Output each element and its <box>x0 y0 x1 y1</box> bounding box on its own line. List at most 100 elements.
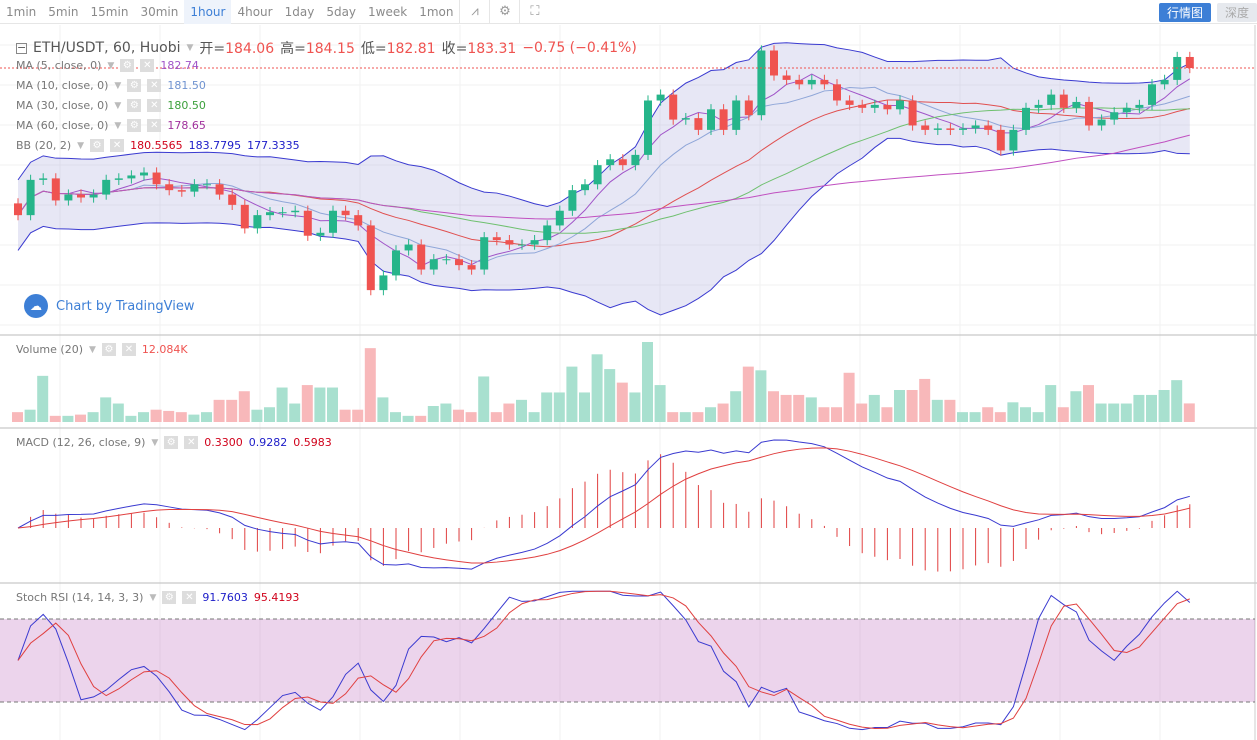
candle-body <box>807 79 816 85</box>
timeframe-15min[interactable]: 15min <box>90 4 129 19</box>
timeframe-5day[interactable]: 5day <box>326 4 357 19</box>
timeframe-1min[interactable]: 1min <box>6 4 37 19</box>
volume-bar <box>717 403 729 422</box>
watermark-text: Chart by TradingView <box>56 298 195 314</box>
indicator-legend-1-value: 181.50 <box>167 79 206 92</box>
timeframe-4hour[interactable]: 4hour <box>237 4 273 19</box>
dropdown-icon[interactable]: ▼ <box>107 60 115 71</box>
candle-body <box>14 203 22 216</box>
stochrsi-band <box>0 618 1255 702</box>
timeframe-1mon[interactable]: 1mon <box>419 4 454 19</box>
collapse-icon[interactable]: − <box>16 40 27 54</box>
tab-price-chart[interactable]: 行情图 <box>1158 3 1211 22</box>
volume-bar <box>201 412 212 422</box>
gear-icon[interactable]: ⚙ <box>127 119 142 132</box>
indicator-legend-2: MA (30, close, 0) ▼ ⚙ ✕ 180.50 <box>16 99 206 112</box>
candle-body <box>795 79 804 85</box>
volume-bar <box>705 407 716 422</box>
volume-bar <box>125 415 137 422</box>
close-icon[interactable]: ✕ <box>182 591 197 604</box>
indicator-legend-3-label[interactable]: MA (60, close, 0) <box>16 119 109 132</box>
volume-bar <box>377 397 389 422</box>
volume-bar <box>427 406 439 422</box>
fullscreen-icon[interactable]: ⛶ <box>519 0 549 24</box>
volume-bar <box>440 403 452 422</box>
close-icon[interactable]: ✕ <box>140 59 155 72</box>
candle-body <box>618 159 627 166</box>
close-icon[interactable]: ✕ <box>110 139 125 152</box>
dropdown-icon[interactable]: ▼ <box>114 80 122 91</box>
dropdown-icon[interactable]: ▼ <box>89 344 96 355</box>
candle-body <box>77 194 85 198</box>
tab-depth[interactable]: 深度 <box>1216 3 1257 22</box>
candle-body <box>505 240 514 245</box>
volume-bar <box>478 376 490 422</box>
candle-body <box>996 129 1005 151</box>
timeframe-1hour[interactable]: 1hour <box>184 0 232 24</box>
candle-body <box>896 100 904 110</box>
close-icon[interactable]: ✕ <box>147 119 162 132</box>
indicator-legend-4-value: 180.5565 <box>130 139 183 152</box>
chart-type-icon[interactable]: ⩘ <box>459 0 489 24</box>
gear-icon[interactable]: ⚙ <box>101 343 116 356</box>
timeframe-1week[interactable]: 1week <box>368 4 408 19</box>
candle-body <box>316 232 325 236</box>
volume-bar <box>755 370 767 422</box>
candle-body <box>165 184 174 191</box>
candle-body <box>644 100 652 155</box>
dropdown-icon[interactable]: ▼ <box>114 120 122 131</box>
gear-icon[interactable]: ⚙ <box>90 139 105 152</box>
candle-body <box>1085 101 1093 126</box>
candle-body <box>1110 112 1119 120</box>
indicator-legend-0-value: 182.74 <box>160 59 199 72</box>
candle-body <box>177 190 186 192</box>
candle-body <box>1160 79 1169 85</box>
settings-icon[interactable]: ⚙ <box>489 0 519 24</box>
volume-bar <box>906 390 918 422</box>
stochrsi-legend-label[interactable]: Stoch RSI (14, 14, 3, 3) <box>16 591 144 604</box>
toolbar: 1min 5min 15min 30min 1hour 4hour 1day 5day 1wee… <box>0 0 1257 24</box>
timeframe-30min[interactable]: 30min <box>140 4 179 19</box>
timeframe-1day[interactable]: 1day <box>284 4 315 19</box>
candle-body <box>102 179 111 195</box>
macd-legend-label[interactable]: MACD (12, 26, close, 9) <box>16 436 146 449</box>
candle-body <box>366 225 375 291</box>
close-icon[interactable]: ✕ <box>184 436 199 449</box>
indicator-legend-4-label[interactable]: BB (20, 2) <box>16 139 72 152</box>
high-value: 184.15 <box>305 41 355 57</box>
close-icon[interactable]: ✕ <box>147 99 162 112</box>
close-icon[interactable]: ✕ <box>121 343 136 356</box>
volume-bar <box>465 412 477 422</box>
indicator-legend-1-label[interactable]: MA (10, close, 0) <box>16 79 109 92</box>
gear-icon[interactable]: ⚙ <box>162 591 177 604</box>
timeframe-5min[interactable]: 5min <box>48 4 79 19</box>
candle-body <box>946 128 955 130</box>
volume-bar <box>982 407 994 422</box>
volume-bar <box>327 387 338 422</box>
gear-icon[interactable]: ⚙ <box>127 79 142 92</box>
indicator-legend-3-value: 178.65 <box>167 119 206 132</box>
gear-icon[interactable]: ⚙ <box>127 99 142 112</box>
dropdown-icon[interactable]: ▼ <box>149 592 157 603</box>
volume-bar <box>931 399 943 422</box>
volume-bar <box>453 409 464 422</box>
candle-body <box>681 118 690 120</box>
volume-legend-label[interactable]: Volume (20) <box>16 343 83 356</box>
symbol-title[interactable]: ETH/USDT, 60, Huobi <box>33 40 181 56</box>
dropdown-icon[interactable]: ▼ <box>114 100 122 111</box>
volume-bar <box>1146 394 1157 422</box>
candle-body <box>1148 84 1156 105</box>
gear-icon[interactable]: ⚙ <box>164 436 179 449</box>
indicator-legend-0-label[interactable]: MA (5, close, 0) <box>16 59 102 72</box>
gear-icon[interactable]: ⚙ <box>120 59 135 72</box>
close-value: 183.31 <box>467 41 517 57</box>
macd-legend-value: 0.9282 <box>248 436 288 449</box>
close-icon[interactable]: ✕ <box>147 79 162 92</box>
indicator-legend-2-label[interactable]: MA (30, close, 0) <box>16 99 109 112</box>
dropdown-icon[interactable]: ▼ <box>77 140 85 151</box>
indicator-legend-0: MA (5, close, 0) ▼ ⚙ ✕ 182.74 <box>16 59 199 72</box>
tradingview-watermark[interactable]: ☁ Chart by TradingView <box>24 294 194 318</box>
dropdown-icon[interactable]: ▼ <box>151 437 159 448</box>
bollinger-upper <box>17 42 1191 207</box>
